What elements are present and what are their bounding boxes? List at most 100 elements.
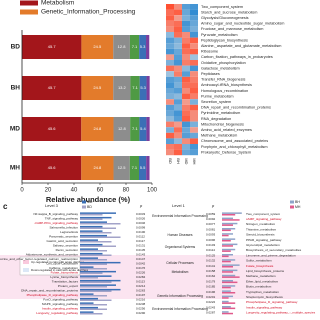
p-value: 0.0256	[136, 306, 146, 310]
level3-label: Endocrine_and_other_factor-regulated_cal…	[0, 257, 78, 261]
heat-cell	[182, 121, 190, 128]
bar-segment	[113, 76, 131, 100]
heat-row-label: Pyruvate_metabolism	[201, 33, 238, 37]
heat-cell	[174, 9, 182, 16]
bar	[80, 306, 98, 309]
bar	[80, 299, 112, 301]
p-value: 0.0158	[206, 269, 216, 273]
heat-cell	[190, 104, 198, 111]
bar	[80, 277, 98, 279]
bar	[222, 212, 242, 214]
level1-label: Organismal Systems	[165, 245, 196, 249]
p-value: 0.0179	[206, 279, 216, 283]
heat-col-label: MD	[184, 158, 189, 164]
p-value: 0.0196	[206, 290, 216, 294]
heat-cell	[182, 15, 190, 21]
heat-cell	[190, 93, 198, 100]
heat-cell	[190, 132, 198, 139]
bar	[222, 290, 231, 292]
bar	[222, 306, 231, 308]
p-value: 0.0176	[136, 266, 146, 270]
bar-segment	[146, 35, 150, 59]
heat-cell	[166, 82, 174, 88]
level3-label: Protein_export	[58, 284, 78, 288]
level3-label: Folate_biosynthesis	[51, 270, 79, 274]
value-label: 5.3	[140, 85, 146, 90]
heat-cell	[166, 48, 174, 55]
bar	[80, 212, 116, 214]
heat-row-label: Glycolysis/Gluconeogenesis	[201, 16, 249, 20]
bar-segment	[22, 76, 82, 100]
heat-cell	[190, 9, 198, 16]
bar	[222, 302, 236, 304]
bar-segment	[81, 76, 114, 100]
bar	[222, 281, 238, 284]
bar-segment	[146, 76, 150, 100]
level3-label: Streptomycin_biosynthesis	[246, 295, 283, 299]
bar	[222, 295, 233, 298]
heat-row-label: Fructose_and_mannose_metabolism	[201, 27, 263, 31]
level1-label: Metabolism	[172, 270, 189, 274]
bar-segment	[113, 156, 130, 180]
heat-cell	[182, 132, 190, 139]
bar-segment	[139, 76, 147, 100]
heat-cell	[190, 43, 198, 49]
heat-row-label: Porphyrin_and_chlorophyll_metabolism	[201, 145, 267, 149]
heat-cell	[166, 104, 174, 111]
level3-label: Longevity_regulating_pathway_-_multiple_…	[246, 311, 316, 315]
bar	[80, 297, 98, 300]
bar	[222, 234, 229, 237]
level3-label: Biotin_metabolism	[246, 285, 272, 289]
value-label: 12.8	[118, 126, 127, 131]
heat-cell	[166, 43, 174, 49]
bar	[222, 229, 231, 232]
heat-row-label: Pyrimidine_metabolism	[201, 111, 240, 115]
legend-swatch	[20, 0, 38, 6]
heat-row-label: Peptidoglycan_biosynthesis	[201, 38, 248, 42]
x-tick-label: 0	[20, 188, 24, 194]
heat-cell	[190, 149, 198, 156]
heat-cell	[182, 149, 190, 156]
heat-cell	[174, 104, 182, 111]
p-value: 0.0216	[136, 297, 146, 301]
level3-label: Aldosterone_synthesis_and_secretion	[26, 252, 79, 256]
value-label: 45.7	[48, 44, 57, 49]
level1-label: Cellular Processes	[166, 261, 194, 265]
bar	[80, 295, 107, 297]
value-label: 7.1	[132, 44, 138, 49]
level1-label: Human Diseases	[167, 233, 192, 237]
level3-label: Translation_factors	[52, 279, 79, 283]
heat-row-label: Secretion_system	[201, 100, 231, 104]
bar	[222, 297, 229, 299]
heat-row-label: Transfer_RNA_biogenesis	[201, 78, 245, 82]
heat-cell	[182, 110, 190, 116]
heat-cell	[166, 88, 174, 94]
value-label: 7.1	[132, 165, 138, 170]
key-down: Down-regulated in cats with acute diarrh…	[31, 268, 88, 272]
p-value: 0.0284	[136, 275, 146, 279]
bar	[80, 239, 98, 241]
heat-cell	[190, 110, 198, 116]
level3-label: FoxO_signaling_pathway	[43, 297, 78, 301]
x-axis-title: Relative abundance (%)	[46, 195, 131, 204]
heat-cell	[182, 9, 190, 16]
heat-row-label: Two_component_system	[201, 5, 243, 9]
x-tick-label: 20	[45, 188, 52, 194]
heat-cell	[166, 116, 174, 122]
bar	[222, 214, 236, 216]
value-label: 7.1	[132, 126, 138, 131]
p-value: 0.0162	[206, 274, 216, 278]
level3-label: DNA_repair_and_recombination_proteins	[21, 288, 78, 292]
heat-cell	[166, 110, 174, 116]
heat-cell	[166, 4, 174, 10]
heat-cell	[190, 48, 198, 55]
bar-segment	[22, 35, 82, 59]
p-value: 0.0222	[206, 300, 216, 304]
bar	[80, 288, 121, 291]
heat-cell	[174, 37, 182, 44]
p-value: 0.0114	[206, 248, 215, 252]
heat-cell	[190, 54, 198, 60]
heat-col-label: BH	[176, 158, 181, 164]
bar	[222, 219, 240, 221]
